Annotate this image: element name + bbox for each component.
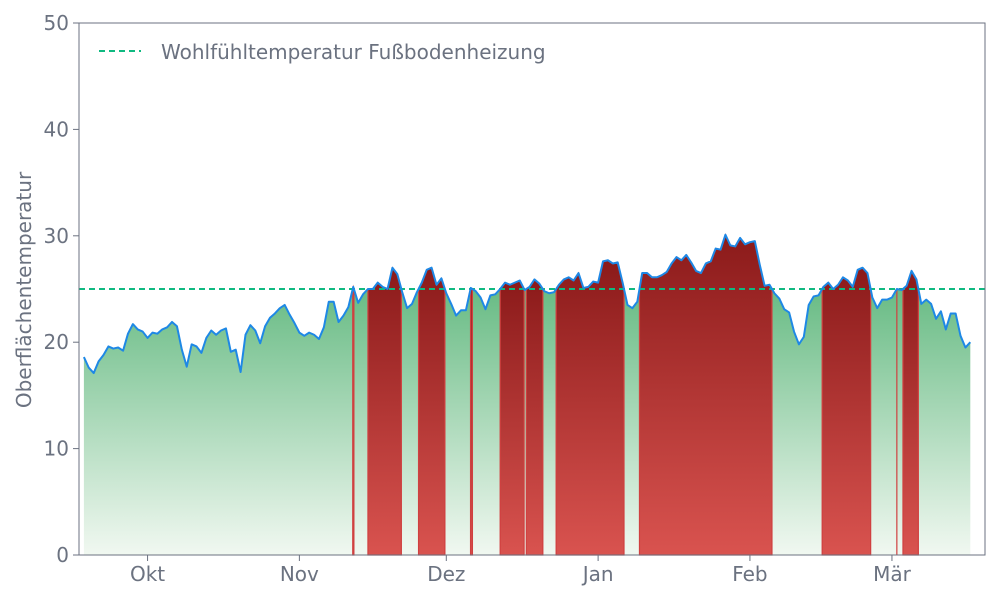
x-tick-label: Nov xyxy=(280,562,319,586)
x-tick-label: Okt xyxy=(130,562,165,586)
legend: Wohlfühltemperatur Fußbodenheizung xyxy=(99,40,546,64)
x-tick-label: Jan xyxy=(581,562,614,586)
y-tick-label: 50 xyxy=(44,11,69,35)
above-threshold-segment xyxy=(417,266,446,556)
y-tick-label: 0 xyxy=(56,543,69,567)
temperature-line xyxy=(82,233,972,375)
x-tick-label: Feb xyxy=(732,562,767,586)
axes xyxy=(78,22,986,556)
y-tick-label: 40 xyxy=(44,117,69,141)
temperature-series-line xyxy=(82,233,972,375)
above-threshold-segment xyxy=(821,266,872,556)
above-threshold-segment xyxy=(638,233,773,556)
y-axis-ticks: 0 10 20 30 40 50 xyxy=(44,11,79,567)
legend-threshold-label: Wohlfühltemperatur Fußbodenheizung xyxy=(161,40,546,64)
y-tick-label: 20 xyxy=(44,330,69,354)
y-tick-label: 10 xyxy=(44,437,69,461)
above-threshold-segment xyxy=(555,259,625,556)
y-tick-label: 30 xyxy=(44,224,69,248)
above-threshold-areas xyxy=(352,233,919,556)
above-threshold-segment xyxy=(367,266,402,556)
above-threshold-segment xyxy=(499,279,525,556)
above-threshold-segment xyxy=(525,278,544,556)
above-threshold-segment xyxy=(352,284,355,556)
above-threshold-segment xyxy=(902,269,919,556)
x-tick-label: Dez xyxy=(427,562,465,586)
above-threshold-segment xyxy=(469,286,474,556)
x-tick-label: Mär xyxy=(873,562,912,586)
y-axis-title: Oberflächentemperatur xyxy=(12,171,36,408)
x-axis-ticks: Okt Nov Dez Jan Feb Mär xyxy=(130,555,912,586)
plot-frame xyxy=(78,22,986,556)
